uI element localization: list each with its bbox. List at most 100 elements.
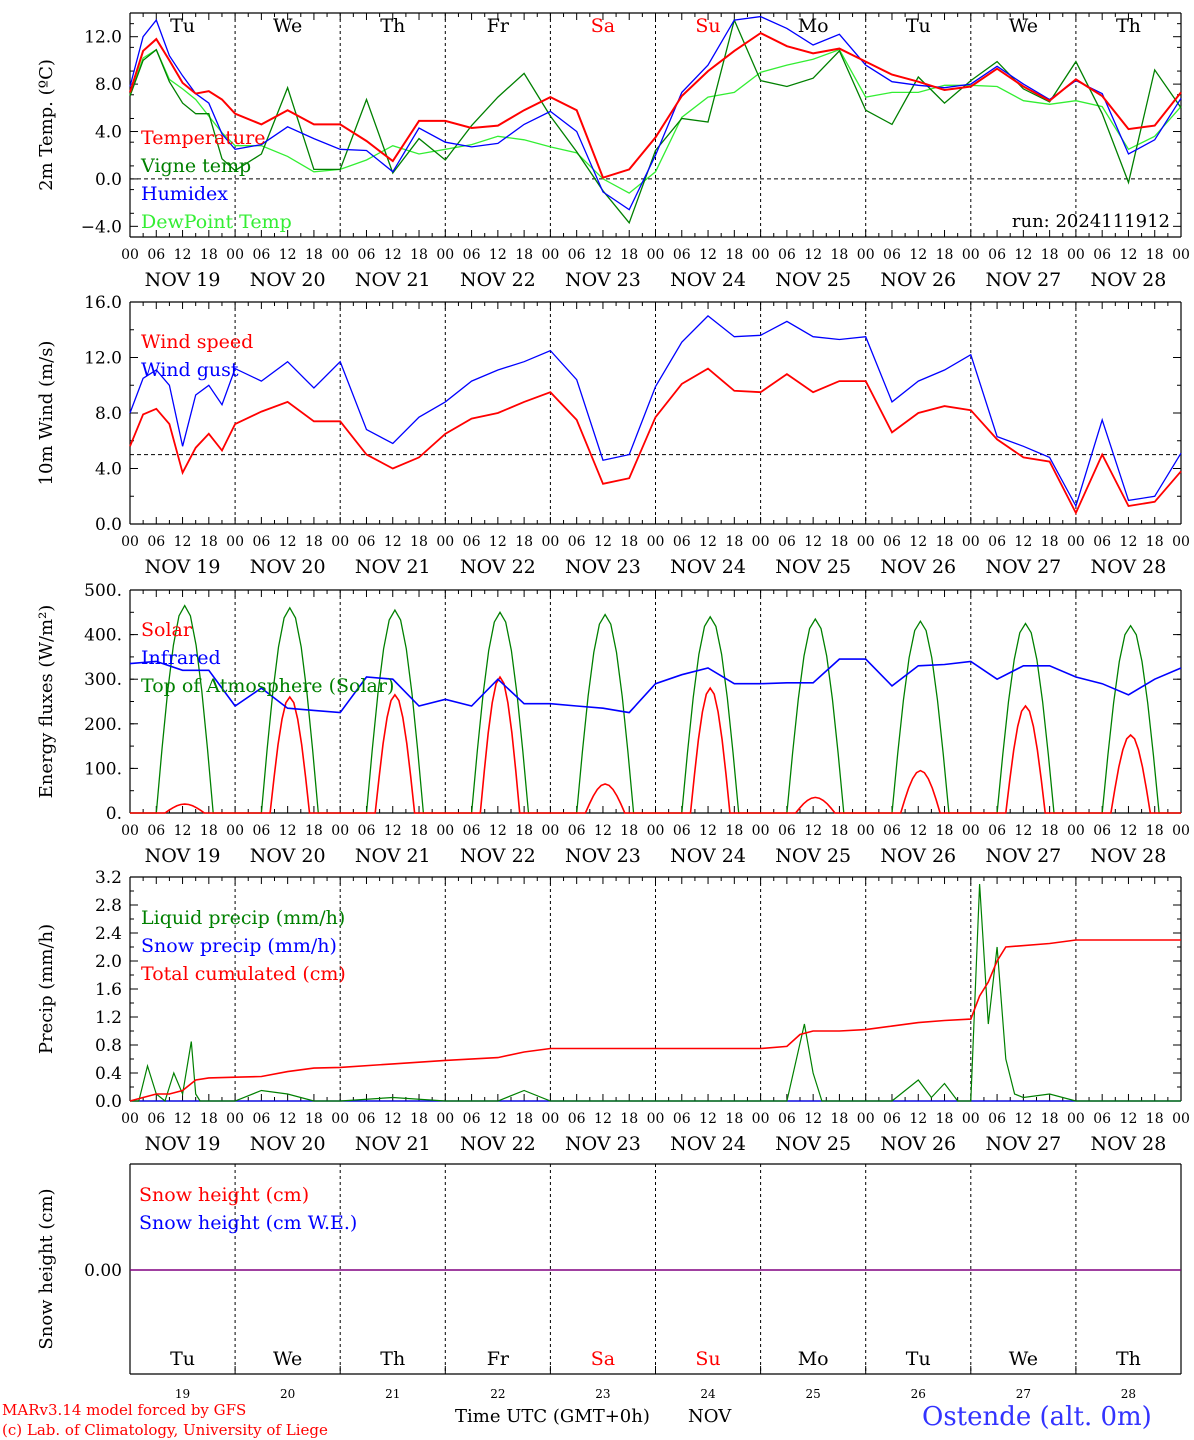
hour-tick-label: 06 [358, 247, 376, 263]
hour-tick-label: 12 [1014, 247, 1032, 263]
y-tick-label: 2.8 [95, 896, 122, 916]
hour-tick-label: 00 [962, 247, 980, 263]
date-label: NOV 24 [670, 556, 746, 578]
flux-legend-1: Infrared [141, 647, 221, 669]
hour-tick-label: 12 [699, 1111, 717, 1127]
model-label: MARv3.14 model forced by GFS [2, 1401, 247, 1419]
hour-tick-label: 12 [279, 1111, 297, 1127]
hour-tick-label: 00 [541, 823, 559, 839]
hour-tick-label: 00 [857, 247, 875, 263]
hour-tick-label: 06 [1093, 247, 1111, 263]
day-number: 19 [175, 1387, 190, 1401]
hour-tick-label: 18 [515, 247, 533, 263]
date-label: NOV 22 [460, 556, 536, 578]
day-number: 25 [806, 1387, 821, 1401]
date-label: NOV 21 [355, 269, 431, 291]
y-tick-label: −4.0 [81, 217, 122, 237]
day-label-1: We [273, 15, 302, 37]
hour-tick-label: 00 [226, 823, 244, 839]
hour-tick-label: 00 [121, 247, 139, 263]
day-label-2: Th [380, 15, 405, 37]
hour-tick-label: 12 [489, 1111, 507, 1127]
hour-tick-label: 18 [305, 534, 323, 550]
date-label: NOV 24 [670, 269, 746, 291]
date-label: NOV 23 [565, 269, 641, 291]
day-label-bottom-0: Tu [170, 1348, 195, 1370]
day-label-bottom-4: Sa [591, 1348, 615, 1370]
hour-tick-label: 06 [988, 534, 1006, 550]
y-tick-label: 1.2 [95, 1008, 122, 1028]
hour-tick-label: 00 [331, 247, 349, 263]
hour-tick-label: 12 [804, 1111, 822, 1127]
dewpoint-line [129, 48, 1182, 194]
hour-tick-label: 18 [305, 247, 323, 263]
hour-tick-label: 00 [647, 823, 665, 839]
hour-tick-label: 18 [410, 247, 428, 263]
hour-tick-label: 12 [384, 823, 402, 839]
y-tick-label: 0.8 [95, 1036, 122, 1056]
hour-tick-label: 12 [699, 247, 717, 263]
date-label: NOV 25 [775, 845, 851, 867]
hour-tick-label: 00 [436, 534, 454, 550]
day-label-bottom-6: Mo [798, 1348, 829, 1370]
hour-tick-label: 12 [174, 823, 192, 839]
hour-tick-label: 00 [752, 534, 770, 550]
day-number: 22 [490, 1387, 505, 1401]
hour-tick-label: 06 [568, 823, 586, 839]
hour-tick-label: 18 [725, 534, 743, 550]
day-label-3: Fr [487, 15, 510, 37]
day-label-8: We [1009, 15, 1038, 37]
date-label: NOV 24 [670, 845, 746, 867]
hour-tick-label: 00 [752, 247, 770, 263]
y-axis-label: Snow height (cm) [36, 1188, 57, 1349]
hour-tick-label: 18 [410, 823, 428, 839]
hour-tick-label: 18 [831, 247, 849, 263]
wind-legend-1: Wind gust [141, 359, 239, 381]
hour-tick-label: 12 [279, 534, 297, 550]
hour-tick-label: 06 [1093, 823, 1111, 839]
hour-tick-label: 12 [699, 823, 717, 839]
date-label: NOV 20 [250, 269, 326, 291]
date-label: NOV 22 [460, 1133, 536, 1155]
hour-tick-label: 00 [331, 534, 349, 550]
temp-legend-3: DewPoint Temp [141, 211, 292, 233]
date-label: NOV 25 [775, 269, 851, 291]
temp-legend-1: Vigne temp [140, 155, 251, 177]
date-label: NOV 21 [355, 845, 431, 867]
hour-tick-label: 12 [174, 534, 192, 550]
snow-legend-0: Snow height (cm) [139, 1184, 309, 1206]
day-label-bottom-5: Su [695, 1348, 720, 1370]
hour-tick-label: 18 [1146, 823, 1164, 839]
y-tick-label: 8.0 [95, 404, 122, 424]
date-label: NOV 27 [985, 845, 1061, 867]
hour-tick-label: 12 [594, 1111, 612, 1127]
hour-tick-label: 12 [279, 247, 297, 263]
day-label-6: Mo [798, 15, 829, 37]
hour-tick-label: 06 [147, 1111, 165, 1127]
y-tick-label: 0.0 [95, 1092, 122, 1112]
model-credit: MARv3.14 model forced by GFS (c) Lab. of… [2, 1400, 328, 1440]
hour-tick-label: 00 [962, 1111, 980, 1127]
hour-tick-label: 12 [804, 823, 822, 839]
hour-tick-label: 18 [515, 534, 533, 550]
date-label: NOV 22 [460, 845, 536, 867]
hour-tick-label: 00 [436, 1111, 454, 1127]
hour-tick-label: 06 [673, 823, 691, 839]
temp-legend-2: Humidex [141, 183, 228, 205]
hour-tick-label: 06 [883, 247, 901, 263]
y-tick-label: 4.0 [95, 123, 122, 143]
hour-tick-label: 06 [463, 247, 481, 263]
date-label: NOV 20 [250, 845, 326, 867]
date-label: NOV 21 [355, 1133, 431, 1155]
hour-tick-label: 12 [909, 823, 927, 839]
date-label: NOV 23 [565, 845, 641, 867]
date-label: NOV 25 [775, 1133, 851, 1155]
hour-tick-label: 00 [226, 1111, 244, 1127]
hour-tick-label: 06 [673, 247, 691, 263]
hour-tick-label: 18 [831, 534, 849, 550]
hour-tick-label: 00 [1172, 247, 1190, 263]
hour-tick-label: 18 [725, 247, 743, 263]
day-label-bottom-9: Th [1116, 1348, 1141, 1370]
date-label: NOV 25 [775, 556, 851, 578]
